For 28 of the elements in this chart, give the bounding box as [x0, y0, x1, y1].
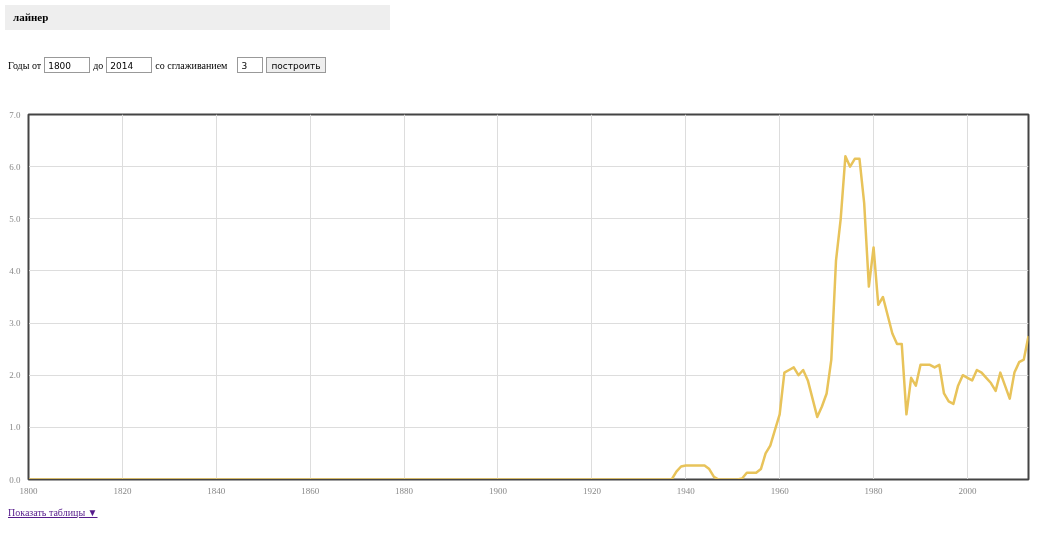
x-tick-label: 1920	[582, 485, 602, 496]
y-tick-label: 4.0	[9, 265, 21, 276]
y-tick-label: 7.0	[9, 109, 21, 120]
text: 1800	[44, 57, 91, 73]
x-tick-label: 1840	[207, 485, 226, 496]
chart-title: лайнер	[5, 5, 390, 30]
text: со сглаживанием	[155, 60, 228, 71]
x-tick-label: 1900	[488, 485, 508, 496]
x-tick-label: 1960	[770, 485, 790, 496]
y-tick-label: 1.0	[9, 422, 21, 433]
text: Показать таблицы ▼	[8, 507, 98, 518]
x-tick-label: 1880	[395, 485, 414, 496]
y-tick-label: 5.0	[9, 213, 21, 224]
text: 2014	[106, 57, 153, 73]
text: 3	[237, 57, 264, 73]
text: до	[93, 60, 104, 71]
text: построить	[266, 57, 326, 73]
x-tick-label: 2000	[958, 485, 977, 496]
y-tick-label: 3.0	[9, 318, 21, 329]
y-tick-label: 0.0	[9, 474, 21, 485]
x-tick-label: 1860	[301, 485, 320, 496]
x-tick-label: 1940	[676, 485, 696, 496]
x-tick-label: 1980	[864, 485, 884, 496]
x-tick-label: 1800	[19, 485, 38, 496]
text: Годы от	[8, 60, 42, 71]
x-tick-label: 1820	[113, 485, 132, 496]
y-tick-label: 6.0	[9, 161, 21, 172]
y-tick-label: 2.0	[9, 370, 21, 381]
